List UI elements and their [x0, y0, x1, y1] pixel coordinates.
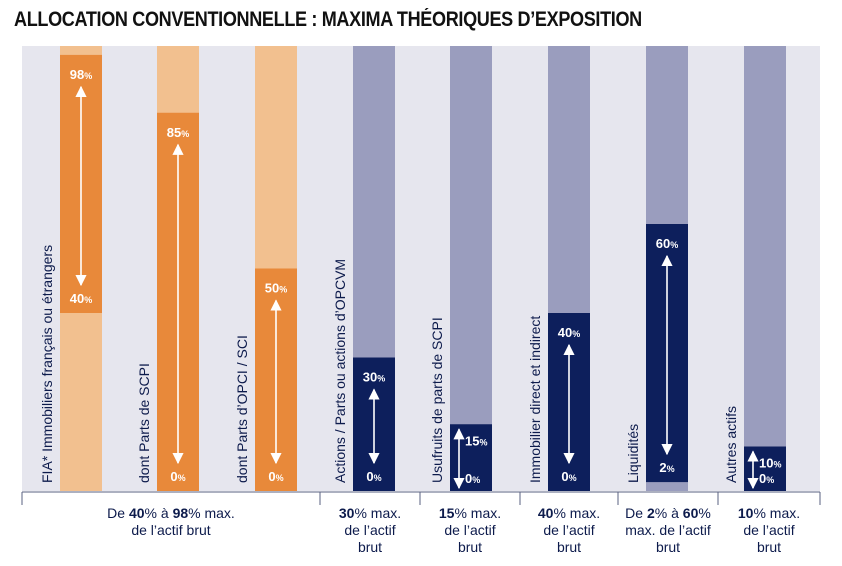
- bar-7-category-label: Autres actifs: [723, 406, 739, 483]
- bar-1-max-label: 85%: [167, 125, 189, 140]
- bar-6-max-label: 60%: [656, 236, 678, 251]
- bar-5-max-label: 40%: [558, 325, 580, 340]
- bar-3-min-label: 0%: [366, 469, 381, 484]
- bar-2-max-label: 50%: [265, 281, 287, 296]
- group-caption-2: 15% max. de l’actif brut: [438, 505, 502, 555]
- bar-0-max-label: 98%: [70, 67, 92, 82]
- bar-2-min-label: 0%: [268, 469, 283, 484]
- bar-4-min-label: 0%: [465, 471, 480, 486]
- bar-7-min-label: 0%: [759, 471, 774, 486]
- bar-2-category-label: dont Parts d’OPCI / SCI: [234, 335, 250, 483]
- group-caption-0: De 40% à 98% max. de l’actif brut: [107, 505, 235, 538]
- bar-0-min-label: 40%: [70, 291, 92, 306]
- group-caption-1: 30% max. de l’actif brut: [338, 505, 402, 555]
- bar-5-min-label: 0%: [561, 469, 576, 484]
- bar-4-category-label: Usufruits de parts de SCPI: [429, 317, 445, 483]
- bar-3-category-label: Actions / Parts ou actions d’OPCVM: [332, 259, 348, 483]
- bar-6-category-label: Liquidités: [625, 424, 641, 483]
- group-caption-3: 40% max. de l’actif brut: [537, 505, 601, 555]
- bar-7-max-label: 10%: [759, 456, 781, 471]
- bar-7-background: [744, 46, 786, 491]
- labels: FIA* Immobiliers français ou étrangers 98…: [39, 67, 781, 490]
- bar-4-max-label: 15%: [465, 433, 487, 448]
- bar-1-min-label: 0%: [170, 469, 185, 484]
- bracket-axis: [21, 491, 821, 505]
- bar-0-category-label: FIA* Immobiliers français ou étrangers: [39, 245, 55, 483]
- chart-title: ALLOCATION CONVENTIONNELLE : MAXIMA THÉO…: [14, 8, 642, 31]
- group-caption-4: De 2% à 60% max. de l’actif brut: [625, 505, 711, 555]
- bar-3-max-label: 30%: [363, 370, 385, 385]
- group-caption-5: 10% max. de l’actif brut: [737, 505, 801, 555]
- bar-4-background: [450, 46, 492, 491]
- bar-6-min-label: 2%: [659, 460, 674, 475]
- bar-5-category-label: Immobilier direct et indirect: [527, 316, 543, 483]
- bar-1-category-label: dont Parts de SCPI: [136, 363, 152, 483]
